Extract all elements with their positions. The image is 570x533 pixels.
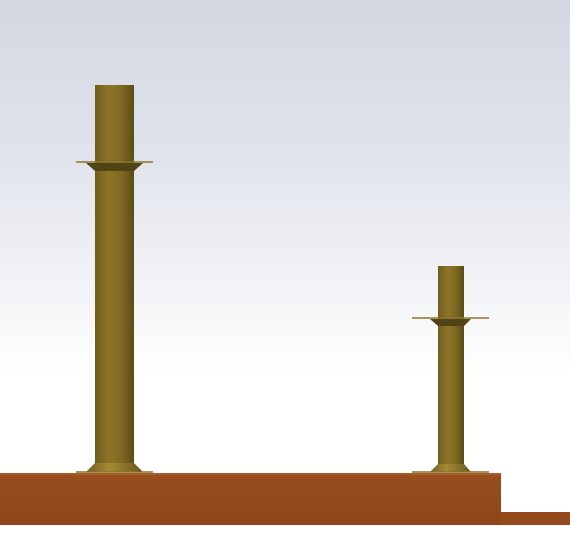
- base-plate-main: [0, 473, 501, 525]
- short-post[interactable]: [412, 266, 489, 473]
- base-plate[interactable]: [0, 473, 570, 525]
- tall-post[interactable]: [76, 85, 153, 473]
- short-post-foot: [430, 464, 471, 472]
- base-plate-top-edge: [0, 473, 501, 475]
- tall-post-foot: [86, 463, 143, 472]
- short-post-shaft: [438, 266, 464, 466]
- tall-post-shaft: [95, 85, 134, 465]
- tall-post-collar: [86, 163, 143, 171]
- base-plate-step: [501, 512, 570, 525]
- short-post-collar: [430, 319, 471, 326]
